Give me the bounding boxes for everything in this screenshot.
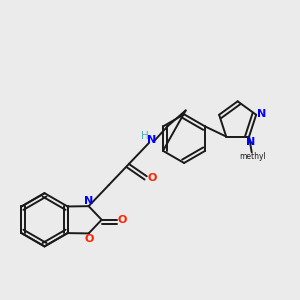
Text: N: N [246, 137, 255, 147]
Text: O: O [118, 215, 127, 225]
Text: H: H [141, 131, 149, 141]
Text: methyl: methyl [239, 152, 266, 161]
Text: N: N [84, 196, 93, 206]
Text: N: N [147, 135, 156, 145]
Text: O: O [147, 172, 157, 183]
Text: N: N [257, 109, 266, 119]
Text: O: O [85, 234, 94, 244]
